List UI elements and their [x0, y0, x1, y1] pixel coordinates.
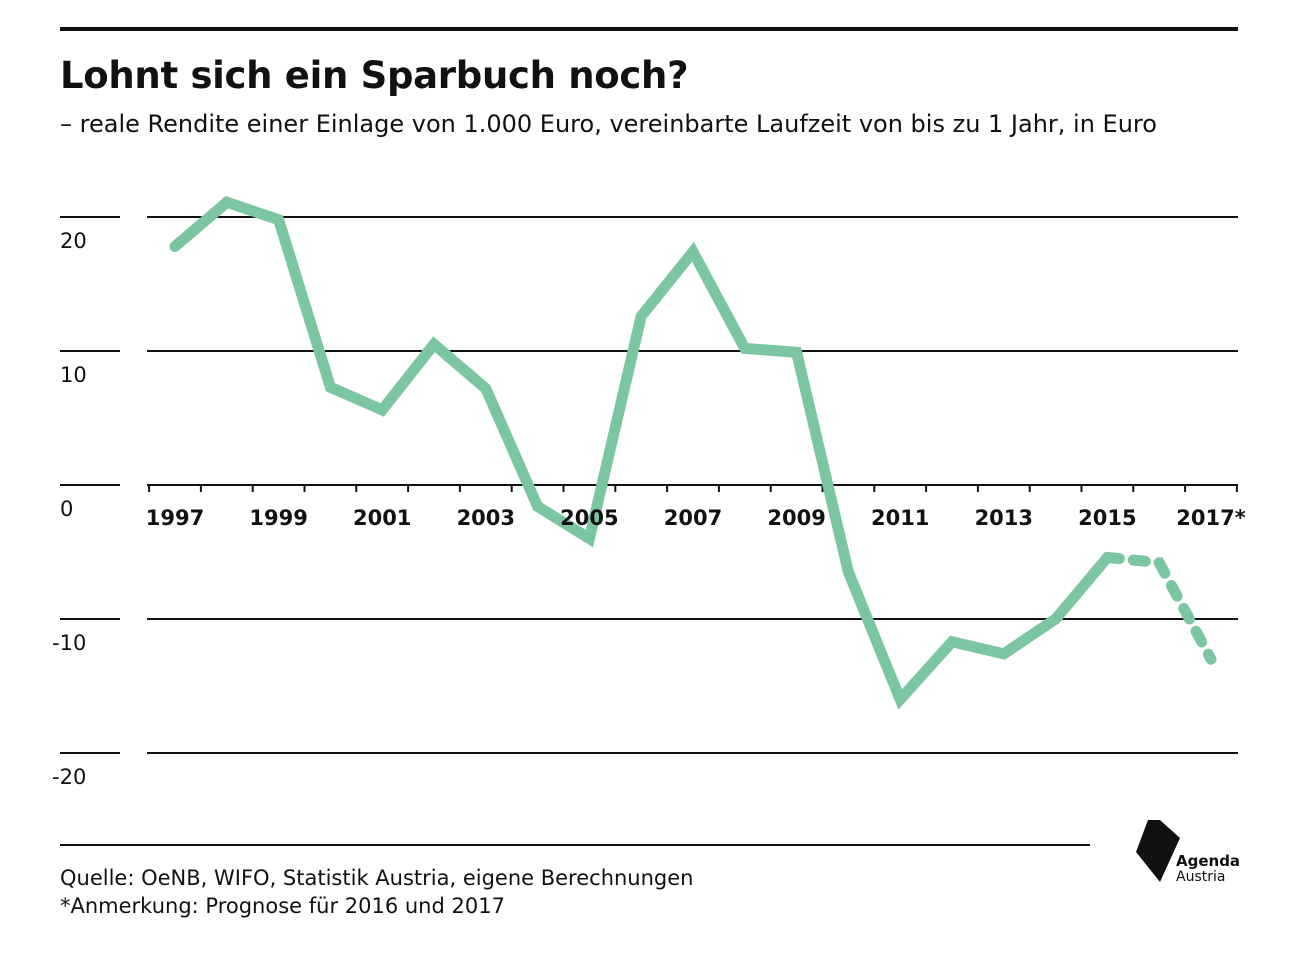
x-tick-label: 2003: [457, 506, 515, 530]
x-tick-label: 1997: [146, 506, 204, 530]
source-note: Quelle: OeNB, WIFO, Statistik Austria, e…: [60, 866, 694, 890]
x-tick-label: 2015: [1078, 506, 1136, 530]
series-line-forecast: [1101, 551, 1217, 665]
logo-text-austria: Austria: [1176, 869, 1226, 885]
y-tick-label: -10: [52, 631, 86, 655]
y-tick-label: -20: [52, 765, 86, 789]
x-tick-label: 2005: [560, 506, 618, 530]
agenda-austria-logo-icon: [1136, 820, 1180, 882]
series-line-actual: [169, 196, 1113, 710]
y-tick-label: 20: [60, 229, 87, 253]
x-tick-label: 2017*: [1176, 506, 1245, 530]
chart-subtitle: – reale Rendite einer Einlage von 1.000 …: [60, 110, 1157, 138]
x-tick-label: 1999: [249, 506, 307, 530]
chart-title: Lohnt sich ein Sparbuch noch?: [60, 54, 689, 97]
x-tick-label: 2011: [871, 506, 929, 530]
forecast-note: *Anmerkung: Prognose für 2016 und 2017: [60, 894, 505, 918]
x-tick-label: 2007: [664, 506, 722, 530]
top-rule: [60, 27, 1238, 31]
x-tick-label: 2001: [353, 506, 411, 530]
y-tick-label: 0: [60, 497, 73, 521]
y-tick-label: 10: [60, 363, 87, 387]
x-tick-label: 2013: [975, 506, 1033, 530]
logo-text-agenda: Agenda: [1176, 852, 1241, 870]
bottom-rule: [60, 844, 1090, 846]
x-tick-label: 2009: [767, 506, 825, 530]
